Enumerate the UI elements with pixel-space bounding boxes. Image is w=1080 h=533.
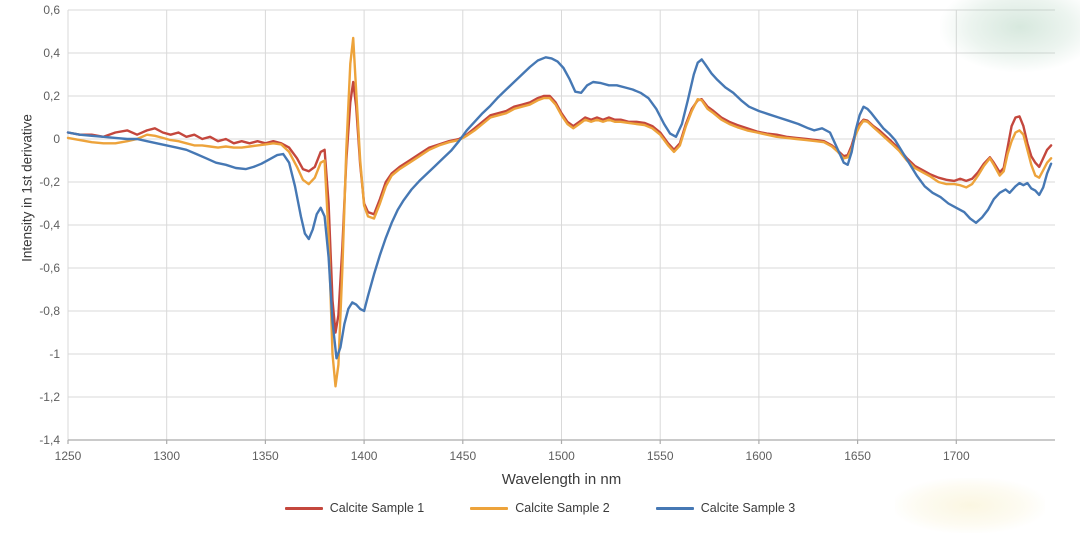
legend-label: Calcite Sample 1 bbox=[329, 501, 425, 515]
y-tick-label: 0,6 bbox=[43, 3, 60, 17]
legend-item-calcite-sample-1: Calcite Sample 1 bbox=[284, 501, 425, 515]
x-tick-label: 1500 bbox=[548, 449, 575, 463]
x-tick-label: 1450 bbox=[449, 449, 477, 463]
series-line-1 bbox=[66, 80, 1053, 334]
x-tick-label: 1400 bbox=[350, 449, 378, 463]
y-tick-label: -0,8 bbox=[39, 304, 60, 318]
x-tick-label: 1550 bbox=[646, 449, 674, 463]
legend-label: Calcite Sample 3 bbox=[700, 501, 796, 515]
x-tick-label: 1600 bbox=[745, 449, 773, 463]
series-line-2 bbox=[66, 36, 1053, 388]
gridlines bbox=[67, 9, 1055, 440]
x-tick-label: 1700 bbox=[942, 449, 970, 463]
x-axis-line bbox=[67, 439, 1055, 444]
x-tick-label: 1300 bbox=[153, 449, 181, 463]
y-tick-label: 0 bbox=[53, 132, 60, 146]
y-tick-label: -0,4 bbox=[39, 218, 60, 232]
legend-swatch-red bbox=[284, 506, 323, 510]
y-tick-label: -1,2 bbox=[39, 390, 60, 404]
x-axis-title: Wavelength in nm bbox=[501, 471, 622, 488]
legend-label: Calcite Sample 2 bbox=[515, 501, 610, 515]
y-tick-label: 0,4 bbox=[43, 46, 60, 60]
x-tick-label: 1650 bbox=[844, 449, 871, 463]
y-axis-title: Intensity in 1st derivative bbox=[19, 114, 35, 262]
x-tick-label: 1250 bbox=[54, 449, 82, 463]
y-tick-label: -0,2 bbox=[39, 175, 60, 189]
y-tick-label: 0,2 bbox=[43, 89, 60, 103]
y-tick-label: -1 bbox=[49, 347, 60, 361]
series-lines bbox=[66, 36, 1053, 388]
legend-swatch-blue bbox=[655, 506, 694, 510]
series-line-3 bbox=[66, 56, 1053, 360]
legend: Calcite Sample 1 Calcite Sample 2 Calcit… bbox=[0, 501, 1080, 515]
legend-item-calcite-sample-2: Calcite Sample 2 bbox=[470, 501, 610, 515]
legend-swatch-orange bbox=[470, 506, 509, 510]
x-tick-label: 1350 bbox=[252, 449, 279, 463]
y-tick-label: -1,4 bbox=[39, 433, 60, 447]
y-tick-label: -0,6 bbox=[39, 261, 60, 275]
legend-item-calcite-sample-3: Calcite Sample 3 bbox=[655, 501, 796, 515]
